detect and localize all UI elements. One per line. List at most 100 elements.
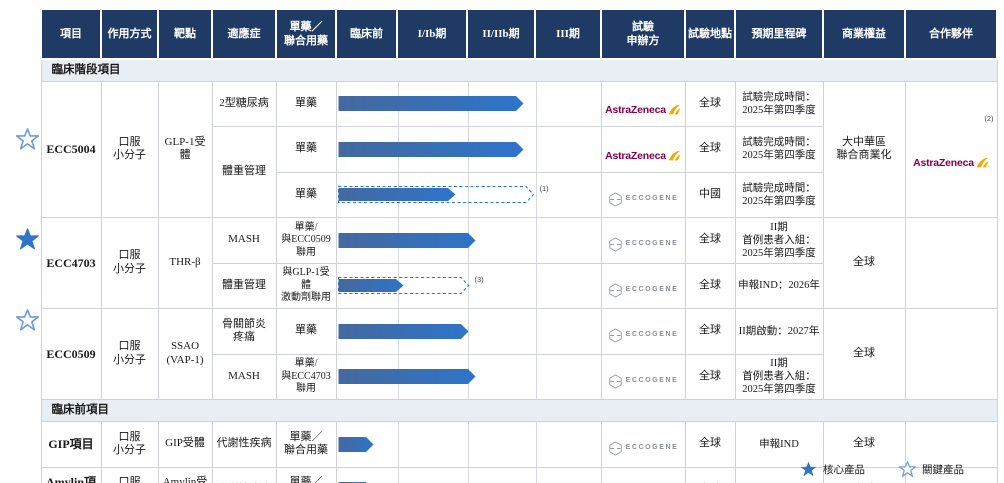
eccogene-hexagon-icon bbox=[608, 441, 622, 456]
key-product-star-icon bbox=[16, 128, 39, 150]
eccogene-hexagon-icon bbox=[608, 237, 622, 252]
indication-cell: MASH bbox=[211, 217, 277, 264]
project-name: ECC0509 bbox=[40, 308, 102, 400]
core-product-star-icon bbox=[800, 461, 817, 477]
legend-item-key: 關鍵產品 bbox=[899, 461, 964, 478]
rights-cell: 全球 bbox=[822, 308, 906, 400]
mono-combo-cell: 單藥／ 聯合用藥 bbox=[275, 421, 337, 468]
phase-progress-cell bbox=[335, 308, 602, 355]
location-cell: 全球 bbox=[684, 80, 736, 127]
mono-combo-cell: 單藥 bbox=[275, 80, 337, 127]
target-cell: Amylin受體 bbox=[157, 466, 213, 483]
location-cell: 全球 bbox=[684, 421, 736, 468]
indication-cell: 代謝性疾病 bbox=[211, 421, 277, 468]
milestone-cell: II期 首例患者入組： 2025年第四季度 bbox=[734, 217, 824, 264]
mono-combo-cell: 單藥/ 與ECC4703 聯用 bbox=[275, 353, 337, 400]
milestone-cell: 試驗完成時間： 2025年第四季度 bbox=[734, 80, 824, 127]
location-cell: 全球 bbox=[684, 466, 736, 483]
core-product-star-icon bbox=[16, 228, 39, 250]
table-row: 體重管理 單藥 AstraZeneca 全球 試驗完成時間： 2025年第四季 bbox=[41, 126, 997, 218]
indication-cell: 2型糖尿病 bbox=[211, 80, 277, 127]
partner-cell bbox=[904, 217, 998, 309]
astrazeneca-logo: AstraZeneca bbox=[913, 156, 989, 170]
col-header-phase1: I/Ib期 bbox=[396, 8, 468, 60]
project-name: GIP項目 bbox=[40, 421, 102, 468]
mono-combo-cell: 單藥 bbox=[275, 171, 337, 218]
phase-progress-cell: (3) bbox=[335, 262, 602, 309]
mono-combo-cell: 單藥 bbox=[275, 308, 337, 355]
sponsor-cell: AstraZeneca bbox=[600, 126, 686, 173]
location-cell: 中國 bbox=[684, 171, 736, 218]
table-row: ECC0509 口服 小分子 SSAO (VAP-1) 骨關節炎 疼痛 單藥 E… bbox=[40, 308, 998, 400]
eccogene-logo: ECCOGENE bbox=[608, 283, 679, 298]
indication-cell: 體重管理 bbox=[211, 126, 277, 218]
mode-cell: 口服 小分子 bbox=[100, 421, 159, 468]
location-cell: 全球 bbox=[684, 262, 736, 309]
phase-progress-cell bbox=[335, 126, 602, 173]
sponsor-cell: ECCOGENE bbox=[600, 171, 686, 218]
eccogene-hexagon-icon bbox=[608, 328, 622, 343]
mono-combo-cell: 單藥 bbox=[275, 126, 337, 173]
col-header-sponsor: 試驗 申辦方 bbox=[600, 8, 686, 60]
mono-combo-cell: 與GLP-1受體 激動劑聯用 bbox=[275, 262, 337, 309]
mono-combo-cell: 單藥/ 與ECC0509 聯用 bbox=[275, 217, 337, 264]
progress-bar bbox=[338, 232, 478, 249]
phase-progress-cell bbox=[335, 217, 602, 264]
col-header-preclinical: 臨床前 bbox=[335, 8, 398, 60]
phase-progress-cell bbox=[335, 80, 602, 127]
pipeline-table: 項目 作用方式 靶點 適應症 單藥／ 聯合用藥 臨床前 I/Ib期 II/IIb… bbox=[40, 8, 998, 483]
col-header-mode: 作用方式 bbox=[100, 8, 159, 60]
col-header-rights: 商業權益 bbox=[822, 8, 906, 60]
eccogene-logo: ECCOGENE bbox=[608, 192, 679, 207]
table-row: 單藥 (1) ECCOGENE 中國 bbox=[41, 171, 997, 218]
eccogene-hexagon-icon bbox=[608, 374, 622, 389]
col-header-target: 靶點 bbox=[157, 8, 213, 60]
col-header-project: 項目 bbox=[40, 8, 102, 60]
eccogene-logo: ECCOGENE bbox=[608, 374, 679, 389]
col-header-milestone: 預期里程碑 bbox=[734, 8, 824, 60]
section-row-clinical: 臨床階段項目 bbox=[40, 58, 998, 82]
project-name: ECC5004 bbox=[40, 80, 102, 218]
legend-label-core: 核心產品 bbox=[823, 465, 865, 476]
progress-bar bbox=[338, 368, 478, 385]
col-header-location: 試驗地點 bbox=[684, 8, 736, 60]
sponsor-cell: ECCOGENE bbox=[600, 217, 686, 264]
sponsor-cell: ECCOGENE bbox=[600, 262, 686, 309]
legend-item-core: 核心產品 bbox=[800, 461, 865, 478]
footnote-marker: (1) bbox=[539, 184, 549, 194]
legend: 核心產品 關鍵產品 bbox=[800, 461, 964, 478]
mono-combo-cell: 單藥／ 聯合用藥 bbox=[275, 466, 337, 483]
table-row: ECC5004 口服 小分子 GLP-1受體 2型糖尿病 單藥 AstraZen… bbox=[40, 80, 998, 218]
milestone-cell: II期 首例患者入組： 2025年第四季度 bbox=[734, 353, 824, 400]
phase-progress-cell bbox=[335, 421, 602, 468]
target-cell: SSAO (VAP-1) bbox=[157, 308, 213, 400]
eccogene-logo: ECCOGENE bbox=[608, 237, 679, 252]
milestone-cell: II期啟動：2027年 bbox=[734, 308, 824, 355]
rights-cell: 全球 bbox=[822, 466, 906, 483]
col-header-partner: 合作夥伴 bbox=[904, 8, 998, 60]
milestone-cell: 申報IND bbox=[734, 466, 824, 483]
section-title-clinical: 臨床階段項目 bbox=[40, 58, 998, 82]
location-cell: 全球 bbox=[684, 353, 736, 400]
project-name: Amylin項目 bbox=[40, 466, 102, 483]
indication-cell: 代謝性疾病 bbox=[211, 466, 277, 483]
eccogene-hexagon-icon bbox=[608, 283, 622, 298]
progress-bar bbox=[338, 436, 376, 453]
table-row: 體重管理 與GLP-1受體 激動劑聯用 (3) ECCOGENE bbox=[41, 262, 997, 309]
partner-cell bbox=[904, 421, 998, 468]
mode-cell: 口服 小分子 bbox=[100, 466, 159, 483]
section-row-preclinical: 臨床前項目 bbox=[40, 399, 998, 422]
progress-bar bbox=[338, 95, 526, 112]
col-header-mono-combo: 單藥／ 聯合用藥 bbox=[275, 8, 337, 60]
col-header-phase3: III期 bbox=[534, 8, 602, 60]
milestone-cell: 申報IND：2026年 bbox=[734, 262, 824, 309]
astrazeneca-swoosh-icon bbox=[668, 150, 681, 161]
sponsor-cell: ECCOGENE bbox=[600, 421, 686, 468]
target-cell: THR-β bbox=[157, 217, 213, 309]
mode-cell: 口服 小分子 bbox=[100, 308, 159, 400]
indication-cell: 骨關節炎 疼痛 bbox=[211, 308, 277, 355]
phase-progress-cell bbox=[335, 353, 602, 400]
location-cell: 全球 bbox=[684, 217, 736, 264]
phase-progress-cell bbox=[335, 466, 602, 483]
col-header-indication: 適應症 bbox=[211, 8, 277, 60]
